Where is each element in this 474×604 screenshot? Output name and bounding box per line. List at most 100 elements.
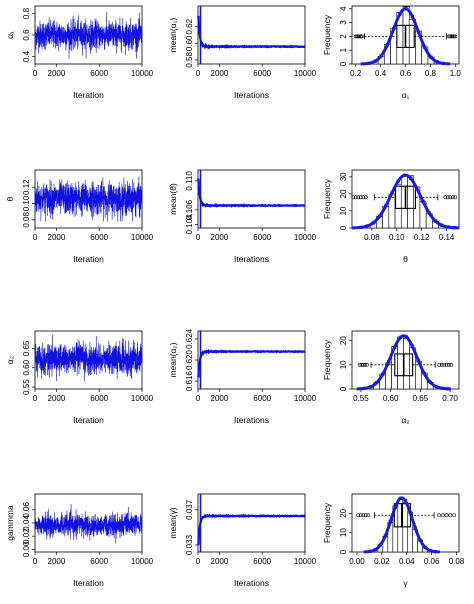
- y-tick-label: 0.033: [185, 534, 194, 555]
- density-point: [415, 186, 419, 190]
- x-tick-label: 0: [196, 557, 201, 566]
- y-tick-label: 0.65: [22, 340, 31, 356]
- box-outlier: [448, 513, 453, 518]
- x-tick-label: 2000: [48, 557, 66, 566]
- density-point: [440, 223, 444, 227]
- x-tick-label: 0.02: [374, 557, 390, 566]
- plot-frame: [197, 169, 306, 229]
- y-tick-label: 0.8: [22, 7, 31, 19]
- x-tick-label: 0.10: [389, 233, 405, 242]
- x-tick-label: 0: [33, 394, 38, 403]
- panel-trace-3: 0 2000 6000 10000 0.55 0.60 0.65 Iteration α₂: [5, 330, 154, 425]
- y-tick-label: 0.6: [22, 29, 31, 41]
- y-tick-label: 3: [339, 20, 348, 25]
- trace-line: [34, 11, 143, 59]
- density-point: [408, 511, 412, 515]
- box-outlier: [442, 362, 447, 367]
- running-mean-line: [197, 513, 306, 546]
- y-tick-label: 0.00: [22, 541, 31, 557]
- x-axis-label: Iteration: [73, 415, 104, 425]
- y-tick-label: 20: [339, 189, 348, 198]
- density-point: [377, 214, 382, 219]
- x-tick-label: 0: [196, 69, 201, 78]
- box-outlier: [356, 513, 361, 518]
- box-outlier: [361, 195, 366, 200]
- density-point: [398, 496, 402, 501]
- y-tick-label: 0.58: [185, 52, 194, 68]
- density-point: [363, 386, 367, 391]
- x-tick-label: 0.14: [439, 233, 455, 242]
- density-point: [371, 221, 375, 225]
- panel-histogram-1: 0.2 0.4 0.6 0.8 1.0 0 1 2 3 4 α₁ Frequency: [322, 5, 461, 100]
- y-tick-label: 2: [339, 34, 348, 39]
- box-outlier: [363, 513, 368, 518]
- box-outlier: [452, 513, 456, 518]
- density-point: [416, 30, 421, 34]
- x-tick-label: 2000: [48, 394, 66, 403]
- y-tick-label: 4: [339, 6, 348, 11]
- density-point: [393, 505, 397, 509]
- density-point: [392, 27, 396, 31]
- box-outlier: [366, 513, 371, 518]
- x-axis-label: Iteration: [73, 90, 104, 100]
- panel-running-mean-1: 0 2000 6000 10000 0.580.600.62 Iterations mean…: [168, 5, 317, 100]
- y-tick-label: 0: [339, 61, 348, 66]
- box-outlier: [361, 362, 366, 367]
- y-axis-label: Frequency: [322, 502, 332, 543]
- y-axis-label: Frequency: [322, 339, 332, 380]
- x-tick-label: 2000: [48, 233, 66, 242]
- x-tick-label: 0.6: [400, 69, 412, 78]
- density-point: [427, 211, 431, 215]
- density-point: [384, 204, 388, 208]
- density-point: [408, 176, 413, 180]
- y-axis-label: mean(θ): [168, 183, 178, 215]
- y-tick-label: 0.037: [185, 499, 194, 520]
- running-mean-line: [197, 348, 306, 378]
- box-outlier: [353, 195, 358, 200]
- y-tick-label: 0.08: [22, 211, 31, 227]
- density-point: [373, 59, 377, 63]
- x-axis-label: α₂: [401, 415, 409, 425]
- y-tick-label: 0.110: [185, 171, 194, 191]
- x-axis-label: α₁: [402, 90, 410, 100]
- density-point: [428, 548, 432, 553]
- x-axis-label: Iterations: [234, 90, 269, 100]
- y-tick-label: 0.55: [22, 379, 31, 395]
- box-outlier: [351, 195, 356, 200]
- x-tick-label: 0: [33, 233, 38, 242]
- y-axis-label: Frequency: [322, 14, 332, 55]
- histogram-bar: [397, 336, 404, 390]
- density-point: [388, 520, 392, 524]
- running-mean-line: [197, 178, 306, 208]
- box-outlier: [439, 362, 444, 367]
- x-tick-label: 0: [33, 69, 38, 78]
- box-outlier: [446, 362, 451, 367]
- y-tick-label: 10: [339, 206, 348, 215]
- panel-running-mean-4: 0 2000 6000 10000 0.033 0.037 Iterations mean(γ…: [168, 493, 317, 588]
- density-point: [452, 226, 456, 230]
- x-tick-label: 6000: [253, 233, 271, 242]
- box-outlier: [453, 195, 458, 200]
- box-outlier: [359, 362, 364, 367]
- y-axis-label: α₁: [5, 31, 15, 39]
- x-tick-label: 10000: [131, 233, 154, 242]
- density-point: [435, 60, 439, 64]
- box-outlier: [361, 513, 366, 518]
- y-tick-label: 0: [339, 549, 348, 554]
- y-axis-label: mean(α₂): [168, 342, 178, 377]
- y-tick-label: 0.12: [22, 179, 31, 195]
- box-outlier: [450, 195, 455, 200]
- density-point: [446, 387, 450, 391]
- density-point: [423, 545, 427, 549]
- density-point: [381, 372, 385, 377]
- density-point: [369, 385, 373, 389]
- density-point: [404, 7, 408, 11]
- y-tick-label: 0.06: [22, 501, 31, 517]
- box-outlier: [448, 195, 453, 200]
- y-axis-label: Frequency: [322, 178, 332, 219]
- x-tick-label: 6000: [253, 557, 271, 566]
- x-tick-label: 0: [33, 557, 38, 566]
- y-tick-label: 0.624: [185, 328, 194, 349]
- y-tick-label: 0.62: [185, 18, 194, 34]
